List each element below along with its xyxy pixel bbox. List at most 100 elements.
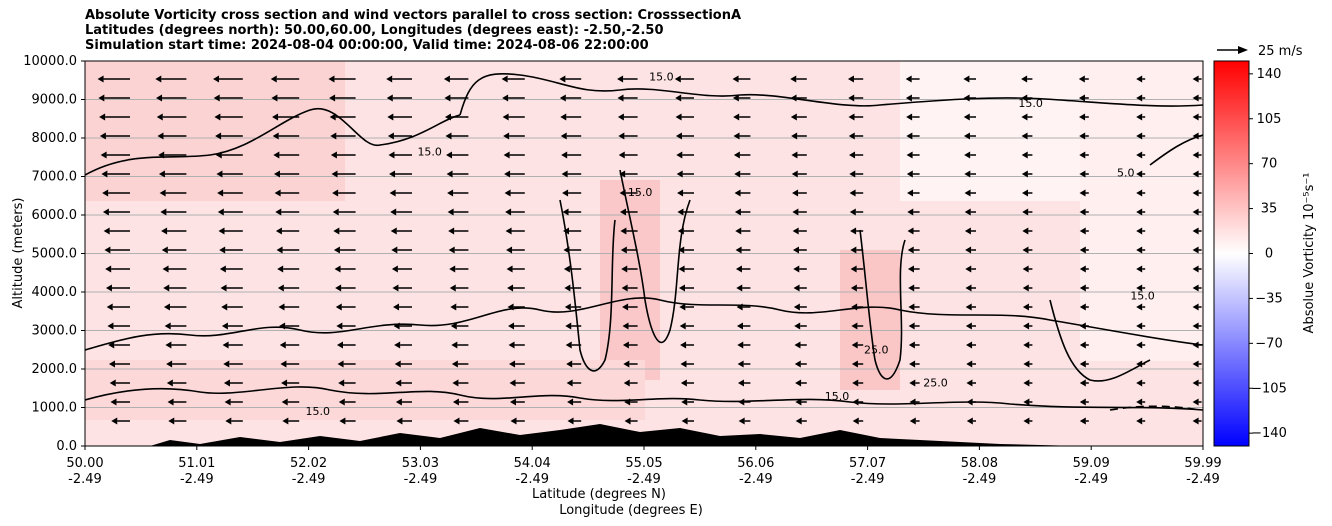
wind-vector	[905, 94, 920, 102]
wind-vector	[907, 208, 920, 216]
wind-vector	[1136, 113, 1146, 121]
wind-vector	[336, 322, 356, 330]
wind-vector	[271, 94, 300, 102]
wind-vector	[622, 322, 638, 330]
wind-vector	[389, 170, 412, 178]
wind-vector	[449, 265, 469, 273]
wind-vector	[793, 303, 807, 311]
wind-vector	[736, 284, 751, 292]
wind-vector	[677, 189, 694, 197]
wind-vector	[734, 170, 751, 178]
wind-vector	[1079, 303, 1089, 311]
wind-vector	[387, 113, 412, 121]
wind-vector	[565, 322, 582, 330]
wind-vector	[332, 208, 356, 216]
wind-vector	[674, 75, 694, 83]
wind-vector	[795, 379, 807, 387]
wind-vector	[1136, 417, 1146, 425]
wind-vector	[1192, 322, 1202, 330]
wind-vector	[679, 322, 694, 330]
x-tick-label-lon: -2.49	[404, 472, 438, 487]
wind-vector	[681, 417, 694, 425]
wind-vector	[389, 189, 412, 197]
wind-vector	[791, 132, 807, 140]
wind-vector	[158, 170, 187, 178]
wind-vector	[790, 75, 807, 83]
wind-vector	[1192, 132, 1202, 140]
x-tick-label-lon: -2.49	[515, 472, 549, 487]
wind-vector	[1079, 246, 1089, 254]
y-tick-label: 4000.0	[32, 285, 78, 300]
wind-vector	[105, 284, 130, 292]
wind-vector	[617, 113, 638, 121]
wind-vector	[564, 303, 582, 311]
wind-vector	[1192, 189, 1202, 197]
wind-vector	[624, 417, 638, 425]
wind-vector	[966, 360, 976, 368]
wind-vector	[850, 227, 864, 235]
wind-vector	[793, 265, 807, 273]
wind-vector	[390, 208, 412, 216]
wind-vector	[166, 360, 187, 368]
wind-vector	[1079, 265, 1089, 273]
wind-vector	[622, 341, 638, 349]
wind-vector	[166, 379, 187, 387]
wind-vector	[164, 322, 187, 330]
wind-vector	[443, 75, 469, 83]
x-tick-label-lat: 58.08	[961, 456, 998, 471]
wind-vector	[338, 379, 356, 387]
y-axis-label: Altitude (meters)	[11, 198, 26, 309]
x-tick-label-lon: -2.49	[627, 472, 661, 487]
wind-vector	[108, 341, 130, 349]
wind-vector	[396, 417, 412, 425]
wind-vector	[906, 170, 920, 178]
wind-vector	[281, 379, 300, 387]
wind-vector	[395, 398, 412, 406]
wind-vector	[1136, 322, 1146, 330]
wind-vector	[330, 132, 356, 140]
wind-vector	[1079, 227, 1089, 235]
wind-vector	[1023, 341, 1033, 349]
wind-vector	[508, 341, 525, 349]
wind-vector	[447, 208, 469, 216]
wind-vector	[279, 341, 300, 349]
wind-vector	[1079, 341, 1089, 349]
wind-vector	[681, 398, 694, 406]
wind-vector	[792, 246, 807, 254]
colorbar-tick-label: −70	[1255, 336, 1282, 351]
wind-vector	[680, 360, 694, 368]
wind-vector	[106, 303, 130, 311]
wind-vector	[275, 227, 300, 235]
wind-vector	[329, 113, 356, 121]
wind-vector	[447, 189, 469, 197]
wind-vector	[98, 94, 130, 102]
wind-vector	[675, 94, 694, 102]
wind-vector	[848, 113, 864, 121]
x-tick-label-lon: -2.49	[68, 472, 102, 487]
wind-vector	[733, 132, 751, 140]
wind-vector	[852, 398, 864, 406]
wind-vector	[734, 189, 751, 197]
x-tick-label-lon: -2.49	[739, 472, 773, 487]
wind-vector	[277, 284, 300, 292]
x-axis-label-lon: Longitude (degrees E)	[559, 503, 703, 518]
wind-vector	[337, 360, 356, 368]
wind-vector	[621, 284, 638, 292]
wind-vector	[336, 341, 356, 349]
wind-vector	[1192, 398, 1202, 406]
wind-vector	[502, 94, 525, 102]
x-tick-label-lat: 59.09	[1073, 456, 1110, 471]
contour-label: 15.0	[417, 145, 442, 158]
wind-vector	[1136, 170, 1146, 178]
wind-vector	[1021, 113, 1033, 121]
wind-vector	[1192, 170, 1202, 178]
wind-vector	[165, 341, 187, 349]
wind-vector	[906, 132, 920, 140]
wind-vector	[282, 417, 300, 425]
wind-vector	[505, 227, 525, 235]
wind-vector	[110, 398, 130, 406]
wind-vector	[907, 265, 920, 273]
wind-vector	[1022, 189, 1033, 197]
y-axis: 0.0 1000.0 2000.0 3000.0 4000.0 5000.0 6000.0 7…	[23, 54, 85, 454]
wind-vector	[617, 75, 638, 83]
